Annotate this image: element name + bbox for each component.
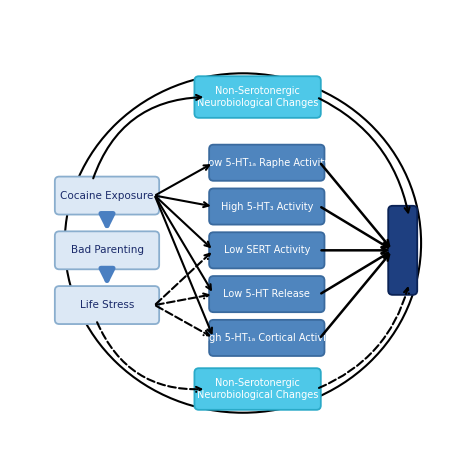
FancyBboxPatch shape	[194, 76, 321, 118]
Text: Life Stress: Life Stress	[80, 300, 134, 310]
Text: Low 5-HT Release: Low 5-HT Release	[223, 289, 310, 299]
Text: Cocaine Exposure: Cocaine Exposure	[60, 191, 154, 201]
Text: High 5-HT₁ₐ Cortical Activity: High 5-HT₁ₐ Cortical Activity	[199, 333, 335, 343]
FancyBboxPatch shape	[388, 206, 417, 295]
Text: Non-Serotonergic
Neurobiological Changes: Non-Serotonergic Neurobiological Changes	[197, 86, 319, 108]
Text: Low 5-HT₁ₐ Raphe Activity: Low 5-HT₁ₐ Raphe Activity	[203, 158, 330, 168]
FancyBboxPatch shape	[55, 177, 159, 215]
Text: High 5-HT₃ Activity: High 5-HT₃ Activity	[220, 201, 313, 211]
Text: Low SERT Activity: Low SERT Activity	[224, 246, 310, 255]
FancyBboxPatch shape	[209, 276, 325, 312]
FancyBboxPatch shape	[194, 368, 321, 410]
FancyBboxPatch shape	[209, 232, 325, 268]
Text: Non-Serotonergic
Neurobiological Changes: Non-Serotonergic Neurobiological Changes	[197, 378, 319, 400]
FancyBboxPatch shape	[55, 231, 159, 269]
FancyBboxPatch shape	[55, 286, 159, 324]
FancyBboxPatch shape	[209, 320, 325, 356]
Text: Bad Parenting: Bad Parenting	[71, 246, 144, 255]
FancyBboxPatch shape	[209, 189, 325, 225]
FancyBboxPatch shape	[209, 145, 325, 181]
